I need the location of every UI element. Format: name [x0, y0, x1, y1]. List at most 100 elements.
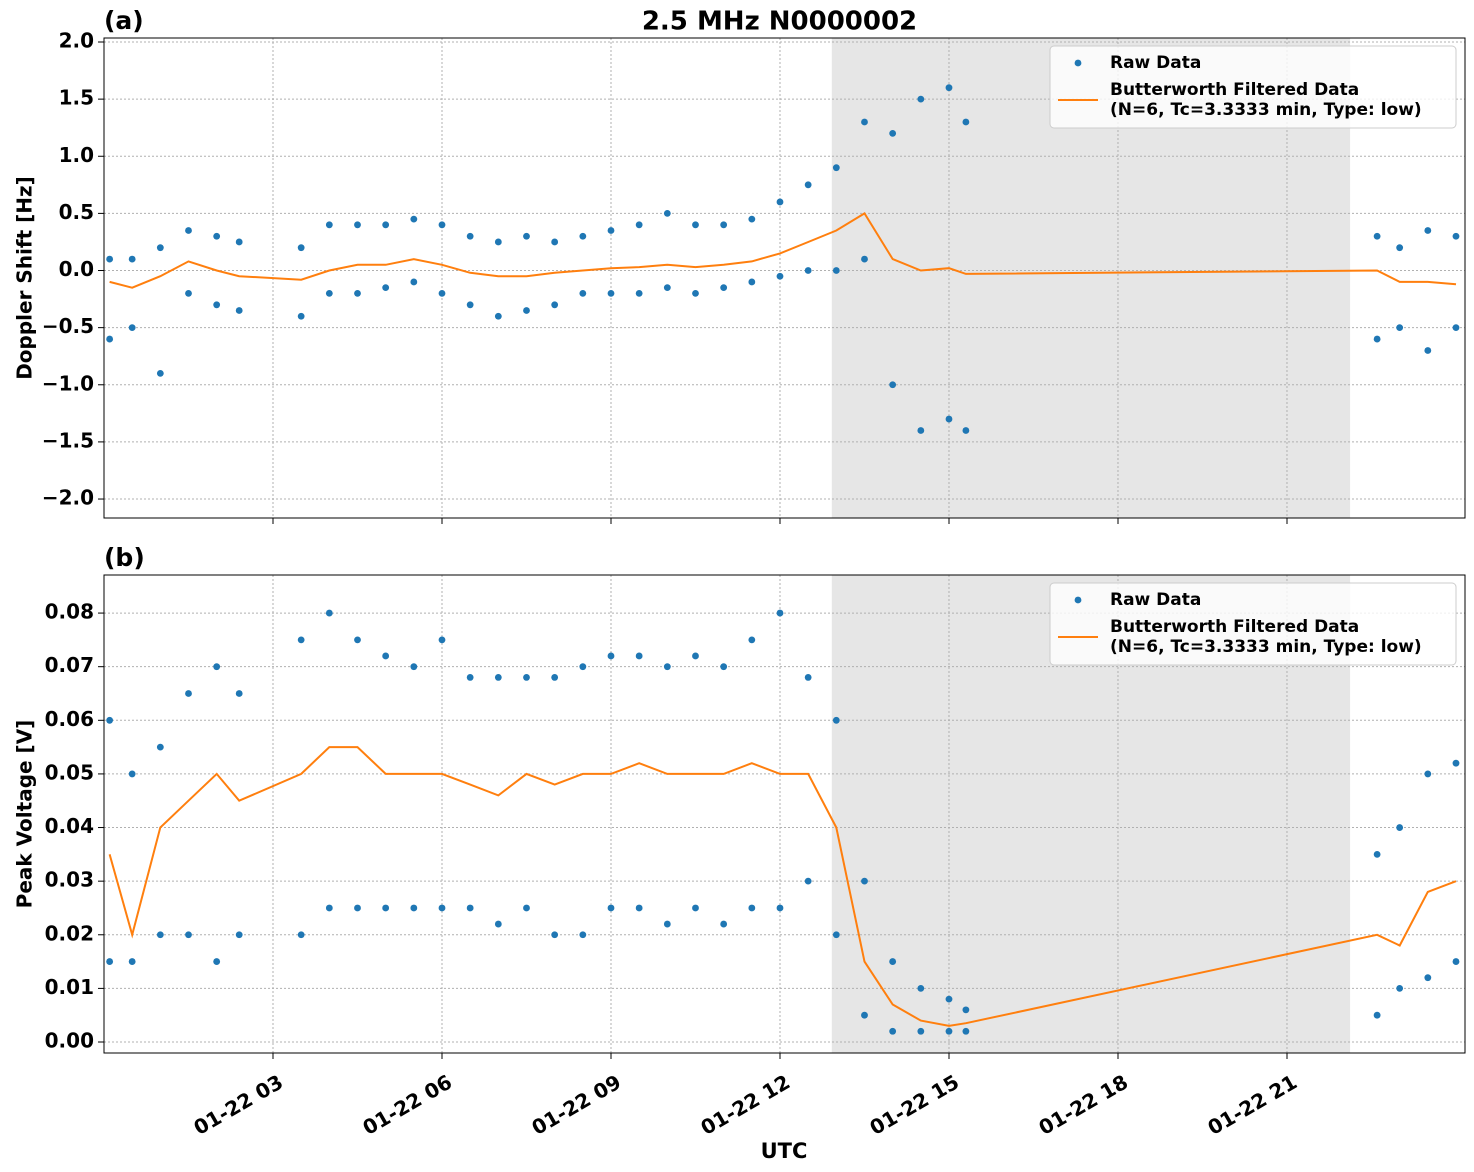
chart-title: 2.5 MHz N0000002: [642, 7, 917, 37]
raw-point: [466, 904, 474, 912]
x-tick-label: 01-22 15: [866, 1070, 964, 1140]
raw-point: [466, 232, 474, 240]
raw-point: [106, 716, 114, 724]
panel: 01-22 03 01-22 06 01-22 09 01-22 12 01-22 15…: [13, 543, 1466, 1163]
raw-point: [945, 995, 953, 1003]
x-tick-label: 01-22 03: [190, 1070, 288, 1140]
raw-point: [551, 301, 559, 309]
raw-point: [945, 1027, 953, 1035]
raw-point: [1452, 324, 1460, 332]
raw-point: [325, 289, 333, 297]
raw-point: [579, 232, 587, 240]
raw-point: [106, 335, 114, 343]
raw-point: [776, 198, 784, 206]
legend-box: [1049, 582, 1457, 666]
plot-area: [106, 609, 1460, 1035]
raw-point: [776, 609, 784, 617]
filtered-line: [108, 746, 1457, 1027]
raw-point: [861, 1011, 868, 1019]
raw-point: [945, 415, 953, 423]
filtered-line: [109, 212, 1457, 289]
raw-point: [692, 652, 699, 660]
raw-point: [235, 690, 243, 697]
raw-point: [579, 931, 587, 939]
raw-point: [1396, 244, 1404, 252]
raw-point: [663, 920, 671, 928]
raw-point: [917, 984, 925, 992]
raw-point: [213, 663, 221, 671]
x-tick-label: 01-22 09: [528, 1070, 626, 1140]
raw-point: [325, 609, 333, 617]
raw-point: [410, 904, 418, 912]
raw-point: [776, 272, 784, 280]
raw-point: [466, 674, 474, 681]
y-tick-label: −2.0: [42, 486, 94, 510]
raw-point: [325, 904, 333, 912]
raw-point: [235, 307, 243, 314]
raw-point: [962, 1027, 970, 1035]
raw-point: [889, 130, 897, 137]
raw-point: [466, 301, 474, 309]
raw-point: [438, 636, 446, 644]
y-axis-label: Peak Voltage [V]: [13, 720, 37, 909]
raw-point: [1452, 759, 1460, 767]
raw-point: [889, 958, 897, 965]
axes-frame: [103, 37, 1466, 519]
raw-point: [889, 381, 897, 389]
y-tick-label: 0.02: [45, 921, 94, 945]
y-tick-label: 0.06: [45, 707, 94, 731]
raw-point: [1396, 984, 1404, 992]
raw-point: [382, 652, 390, 660]
raw-point: [523, 674, 530, 681]
raw-point: [720, 920, 728, 928]
raw-point: [607, 652, 615, 660]
raw-point: [635, 904, 643, 912]
raw-point: [410, 278, 418, 286]
raw-point: [635, 289, 643, 297]
panel-label: (a): [104, 6, 144, 35]
raw-point: [297, 244, 305, 252]
raw-point: [889, 1027, 897, 1035]
raw-point: [382, 284, 390, 292]
raw-point: [692, 221, 699, 229]
raw-point: [1424, 974, 1432, 982]
raw-point: [156, 743, 164, 751]
raw-point: [523, 232, 530, 240]
y-tick-label: −1.5: [42, 428, 94, 452]
plot-area: [106, 84, 1460, 434]
raw-point: [861, 255, 868, 263]
raw-point: [382, 221, 390, 229]
raw-point: [832, 931, 840, 939]
raw-point: [106, 255, 114, 263]
y-tick-label: 0.05: [45, 760, 94, 784]
raw-point: [607, 904, 615, 912]
legend-label: Raw Data: [1110, 590, 1201, 610]
raw-point: [692, 289, 699, 297]
raw-point: [213, 301, 221, 309]
raw-point: [128, 255, 136, 263]
legend-label: Butterworth Filtered Data (N=6, Tc=3.3333…: [1110, 80, 1422, 120]
raw-point: [354, 904, 361, 912]
raw-point: [962, 1006, 970, 1014]
raw-point: [917, 427, 925, 434]
x-tick-label: 01-22 18: [1035, 1070, 1133, 1140]
raw-point: [551, 238, 559, 246]
x-axis-label: UTC: [761, 1139, 808, 1163]
raw-point: [213, 232, 221, 240]
raw-point: [410, 663, 418, 671]
raw-point: [297, 312, 305, 320]
raw-point: [832, 716, 840, 724]
y-tick-label: −0.5: [42, 314, 94, 338]
raw-point: [861, 118, 868, 126]
y-tick-label: 1.5: [59, 86, 94, 110]
raw-point: [1424, 770, 1432, 778]
raw-point: [917, 1027, 925, 1035]
raw-point: [235, 931, 243, 939]
panel-label: (b): [104, 543, 145, 572]
raw-point: [917, 95, 925, 103]
raw-point: [663, 209, 671, 217]
axes-frame: [103, 574, 1466, 1054]
raw-point: [748, 904, 756, 912]
x-tick-label: 01-22 21: [1204, 1070, 1302, 1140]
